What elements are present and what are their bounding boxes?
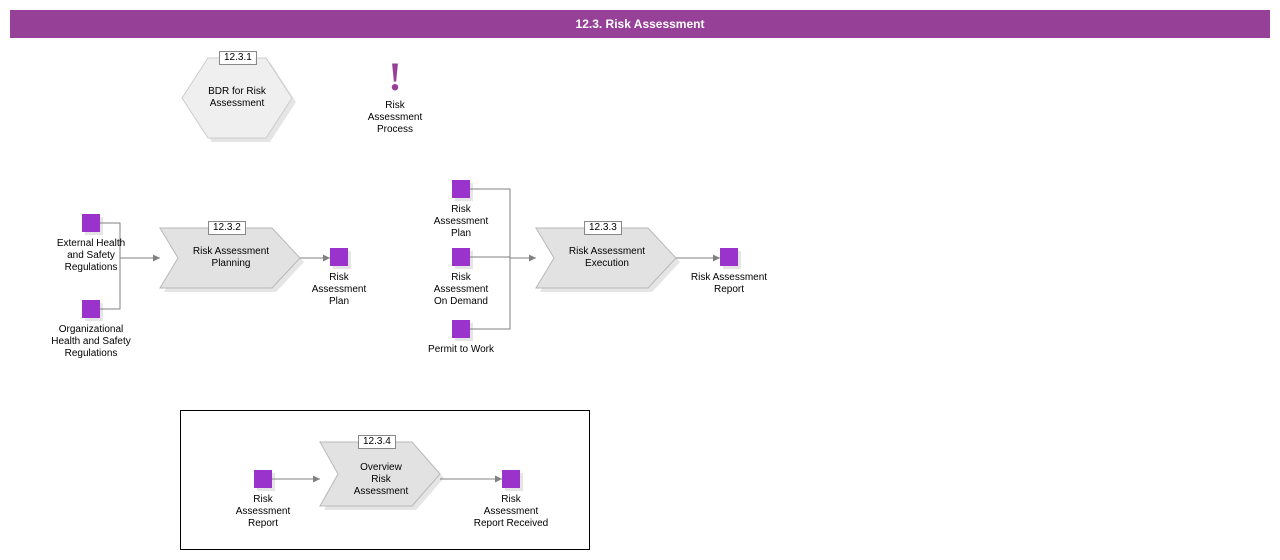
artifact-square-rap_in [452,180,470,198]
hex-label: BDR for RiskAssessment [182,86,292,110]
artifact-org: OrganizationalHealth and SafetyRegulatio… [41,324,141,360]
artifact-square-rap_out [330,248,348,266]
process-1-label: Risk AssessmentExecution [552,246,662,270]
artifact-ptw: Permit to Work [411,344,511,356]
artifact-rap_in: RiskAssessmentPlan [411,204,511,240]
artifact-ext: External Healthand SafetyRegulations [41,238,141,274]
artifact-square-rar_out [720,248,738,266]
artifact-square-ext [82,214,100,232]
artifact-square-ptw [452,320,470,338]
process-1-tag: 12.3.3 [584,221,622,235]
artifact-rar_out: Risk AssessmentReport [679,272,779,296]
artifact-rap_out: RiskAssessmentPlan [289,272,389,308]
artifact-square-org [82,300,100,318]
process-0-label: Risk AssessmentPlanning [176,246,286,270]
artifact-rad: RiskAssessmentOn Demand [411,272,511,308]
page-title: 12.3. Risk Assessment [10,10,1270,38]
subprocess-frame [180,410,590,550]
exclamation-icon [385,60,405,100]
exclaim-label: RiskAssessmentProcess [355,100,435,136]
hex-tag: 12.3.1 [219,51,257,65]
artifact-square-rad [452,248,470,266]
process-0-tag: 12.3.2 [208,221,246,235]
